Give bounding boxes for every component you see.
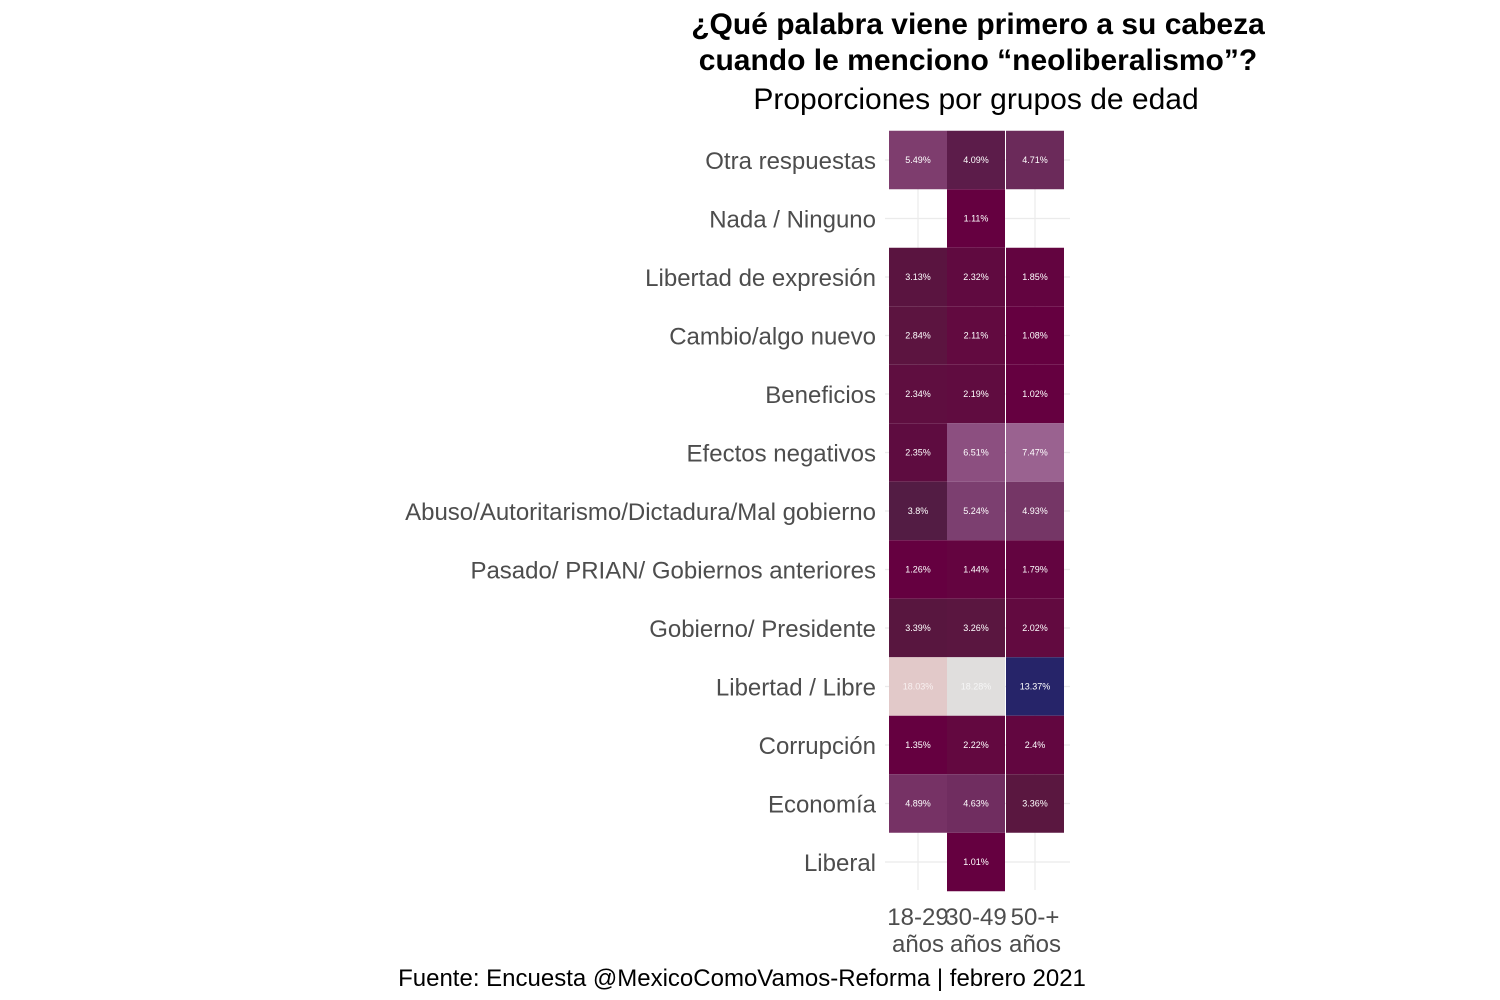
cell-value-label: 3.8% [908, 506, 929, 516]
x-tick-label-line1: 30-49 [945, 904, 1006, 931]
heatmap-cell [889, 306, 947, 365]
y-tick-label: Efectos negativos [687, 441, 876, 468]
cell-value-label: 1.08% [1022, 331, 1048, 341]
heatmap-cell [947, 832, 1005, 892]
y-tick-label: Beneficios [765, 382, 876, 409]
cell-value-label: 1.02% [1022, 389, 1048, 399]
cell-value-label: 18.28% [961, 682, 992, 692]
x-tick-label-line1: 50-+ [1011, 904, 1060, 931]
cell-value-label: 2.11% [964, 331, 989, 341]
cell-value-label: 1.01% [963, 857, 989, 867]
cell-value-label: 2.35% [905, 448, 931, 458]
heatmap-cell [889, 657, 947, 716]
cell-value-label: 1.11% [964, 214, 989, 224]
cell-value-label: 2.22% [963, 740, 989, 750]
y-tick-label: Corrupción [759, 733, 876, 760]
y-tick-label: Gobierno/ Presidente [649, 616, 876, 643]
chart-title: ¿Qué palabra viene primero a su cabeza c… [691, 8, 1265, 77]
y-tick-label: Cambio/algo nuevo [669, 324, 876, 351]
x-tick-label-line2: años [892, 931, 944, 958]
heatmap-cell [889, 364, 947, 424]
cell-value-label: 4.71% [1022, 155, 1048, 165]
cell-value-label: 2.02% [1022, 623, 1048, 633]
cell-value-label: 3.26% [963, 623, 989, 633]
cell-value-label: 2.84% [905, 331, 931, 341]
heatmap-cell [947, 774, 1005, 833]
cell-value-label: 1.79% [1022, 565, 1048, 575]
heatmap-cell [947, 189, 1005, 248]
cell-value-label: 4.89% [905, 799, 931, 809]
y-tick-label: Pasado/ PRIAN/ Gobiernos anteriores [470, 558, 876, 585]
heatmap-cell [1006, 715, 1064, 775]
y-tick-label: Abuso/Autoritarismo/Dictadura/Mal gobier… [405, 499, 876, 526]
cell-value-label: 5.49% [905, 155, 931, 165]
title-line-2: cuando le menciono “neoliberalismo”? [699, 44, 1257, 77]
heatmap-cell [889, 130, 947, 190]
heatmap-cell [1006, 481, 1064, 541]
cell-value-label: 2.34% [905, 389, 931, 399]
cell-value-label: 1.26% [905, 565, 931, 575]
x-tick-label-line1: 18-29 [887, 904, 948, 931]
heatmap-cell [1006, 657, 1064, 716]
heatmap-cell [1006, 598, 1064, 658]
heatmap-cell [889, 715, 947, 775]
heatmap-cell [947, 364, 1005, 424]
title-line-1: ¿Qué palabra viene primero a su cabeza [691, 8, 1265, 41]
heatmap-cell [889, 423, 947, 482]
cell-value-label: 4.63% [963, 799, 989, 809]
cell-value-label: 1.35% [905, 740, 931, 750]
heatmap-cell [889, 481, 947, 541]
cell-value-label: 18.03% [903, 682, 934, 692]
cell-value-label: 1.44% [963, 565, 989, 575]
heatmap-cell [1006, 130, 1064, 190]
heatmap-cell [1006, 306, 1064, 365]
y-tick-label: Economía [768, 792, 877, 819]
y-tick-label: Otra respuestas [705, 148, 876, 175]
heatmap-cell [1006, 774, 1064, 833]
heatmap-cell [1006, 540, 1064, 599]
heatmap-cell [947, 598, 1005, 658]
cell-value-label: 5.24% [963, 506, 989, 516]
cell-value-label: 7.47% [1022, 448, 1048, 458]
heatmap-cell [1006, 247, 1064, 307]
y-tick-label: Liberal [804, 850, 876, 877]
heatmap-cells: 5.49% 4.09% 4.71% 1.11% 3.13% 2.32% 1.85% 2.84%… [889, 130, 1064, 892]
cell-value-label: 2.4% [1025, 740, 1046, 750]
heatmap-cell [947, 715, 1005, 775]
heatmap-cell [947, 306, 1005, 365]
y-axis-labels: Otra respuestas Nada / Ninguno Libertad de… [405, 148, 877, 877]
cell-value-label: 3.39% [905, 623, 931, 633]
cell-value-label: 2.32% [963, 272, 989, 282]
cell-value-label: 4.09% [963, 155, 989, 165]
heatmap-cell [889, 774, 947, 833]
heatmap-cell [947, 481, 1005, 541]
heatmap-cell [947, 247, 1005, 307]
cell-value-label: 13.37% [1020, 682, 1051, 692]
cell-value-label: 2.19% [963, 389, 989, 399]
chart-subtitle: Proporciones por grupos de edad [753, 83, 1198, 116]
heatmap-cell [1006, 364, 1064, 424]
y-tick-label: Libertad de expresión [645, 265, 876, 292]
heatmap-cell [889, 247, 947, 307]
x-tick-label-line2: años [950, 931, 1002, 958]
heatmap-cell [889, 598, 947, 658]
heatmap-cell [947, 423, 1005, 482]
heatmap-cell [947, 540, 1005, 599]
heatmap-cell [947, 130, 1005, 190]
y-tick-label: Libertad / Libre [716, 675, 876, 702]
heatmap-cell [1006, 423, 1064, 482]
heatmap-cell [889, 540, 947, 599]
cell-value-label: 3.36% [1022, 799, 1048, 809]
chart-caption: Fuente: Encuesta @MexicoComoVamos-Reform… [398, 965, 1086, 992]
heatmap-cell [947, 657, 1005, 716]
y-tick-label: Nada / Ninguno [709, 207, 876, 234]
cell-value-label: 6.51% [963, 448, 989, 458]
cell-value-label: 3.13% [905, 272, 931, 282]
cell-value-label: 1.85% [1022, 272, 1048, 282]
cell-value-label: 4.93% [1022, 506, 1048, 516]
x-tick-label-line2: años [1009, 931, 1061, 958]
